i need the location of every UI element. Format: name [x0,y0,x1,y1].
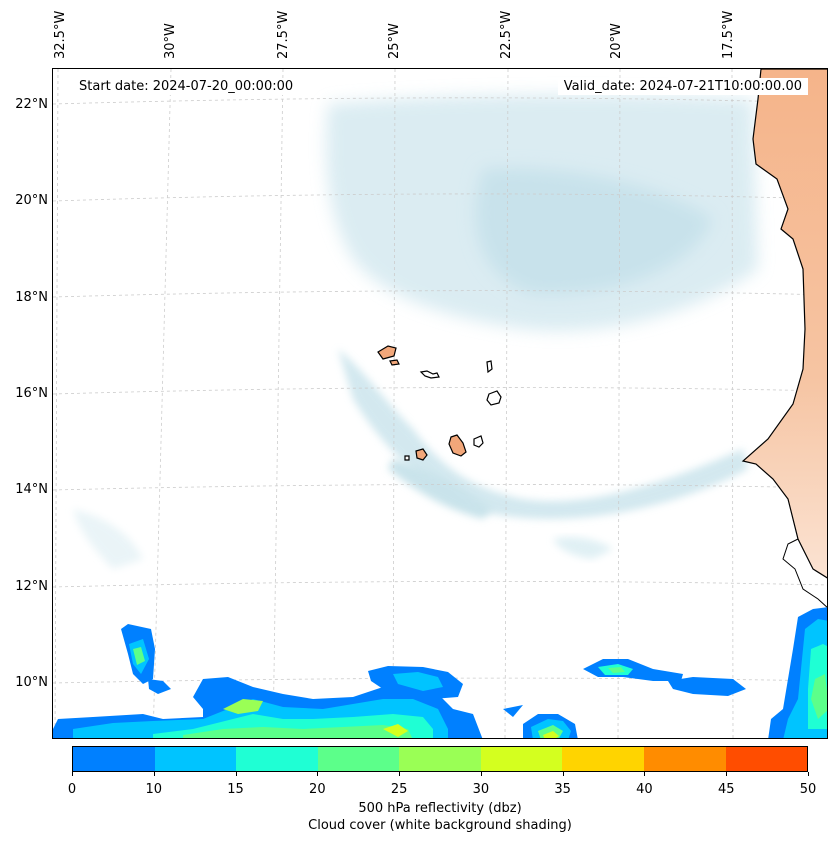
lat-label-10n: 10°N [15,675,48,690]
reflectivity-cell-b [383,724,408,737]
reflectivity-contours [53,607,827,738]
cloud-cover-shading [73,94,758,569]
lon-label-22-5w: 22.5°W [499,10,514,59]
africa-coast-inland [782,538,827,608]
colorbar-tickmark [399,772,401,776]
start-date-label: Start date: 2024-07-20_00:00:00 [73,78,300,95]
colorbar-segment-1 [154,747,237,771]
colorbar-segment-4 [399,747,481,771]
reflectivity-cell-d [148,679,171,694]
colorbar-tick-label: 40 [636,782,653,797]
colorbar-tickmark [644,772,646,776]
reflectivity-cell-e-core [393,672,443,691]
map-canvas [53,69,827,738]
island-boa-vista [486,390,502,406]
island-santo-antao [377,345,397,360]
island-brava [404,455,410,461]
lat-label-16n: 16°N [15,386,48,401]
colorbar-tick-label: 15 [227,782,244,797]
colorbar-tickmark [72,772,73,776]
colorbar-segment-3 [317,747,400,771]
island-maio [473,435,484,448]
island-fogo [415,448,428,461]
colorbar-tick-label: 0 [67,782,77,797]
colorbar [72,746,808,772]
colorbar-tickmark [726,772,728,776]
cape-verde-islands [377,345,502,461]
lon-label-30w: 30°W [163,23,178,59]
lat-label-14n: 14°N [15,482,48,497]
lat-label-20n: 20°N [15,193,48,208]
reflectivity-cell-c-peak [133,647,145,665]
colorbar-segment-7 [643,747,726,771]
lon-label-20w: 20°W [609,23,624,59]
colorbar-segment-0 [73,747,155,771]
colorbar-segment-5 [480,747,563,771]
reflectivity-cell-a [223,699,263,714]
reflectivity-cell-g [668,677,746,696]
colorbar-segment-6 [562,747,644,771]
reflectivity-cell-i-max [543,731,559,738]
island-sal [486,360,493,374]
colorbar-tickmark [317,772,319,776]
valid-date-label: Valid_date: 2024-07-21T10:00:00.00 [557,78,808,95]
lat-label-12n: 12°N [15,579,48,594]
island-sao-nicolau [419,370,440,379]
lon-label-32-5w: 32.5°W [53,10,68,59]
colorbar-tickmark [235,772,237,776]
map-panel [52,68,828,739]
colorbar-tick-label: 45 [717,782,735,797]
colorbar-sublabel: Cloud cover (white background shading) [308,818,572,833]
colorbar-tick-label: 30 [472,782,490,797]
lat-label-22n: 22°N [15,97,48,112]
colorbar-tick-label: 20 [309,782,326,797]
lon-label-27-5w: 27.5°W [276,10,291,59]
island-santiago [448,434,467,457]
lon-label-25w: 25°W [387,23,402,59]
colorbar-tickmark [808,772,809,776]
colorbar-tick-label: 25 [390,782,408,797]
colorbar-segment-2 [236,747,318,771]
lat-label-18n: 18°N [15,290,48,305]
reflectivity-cell-f [583,659,683,681]
colorbar-tick-label: 50 [799,782,817,797]
colorbar-tickmark [153,772,155,776]
colorbar-tickmark [562,772,564,776]
island-sao-vicente [389,359,400,366]
lon-label-17-5w: 17.5°W [721,10,736,59]
reflectivity-cell-h [503,705,523,717]
reflectivity-cell-f-peak [608,667,625,673]
colorbar-segment-8 [725,747,808,771]
reflectivity-band-west-peak [183,725,413,738]
africa-coastline [741,69,827,579]
reflectivity-cell-east-peak [811,674,827,719]
colorbar-tick-label: 35 [554,782,571,797]
colorbar-tickmark [480,772,482,776]
colorbar-label: 500 hPa reflectivity (dbz) [358,801,522,816]
colorbar-tick-label: 10 [145,782,163,797]
